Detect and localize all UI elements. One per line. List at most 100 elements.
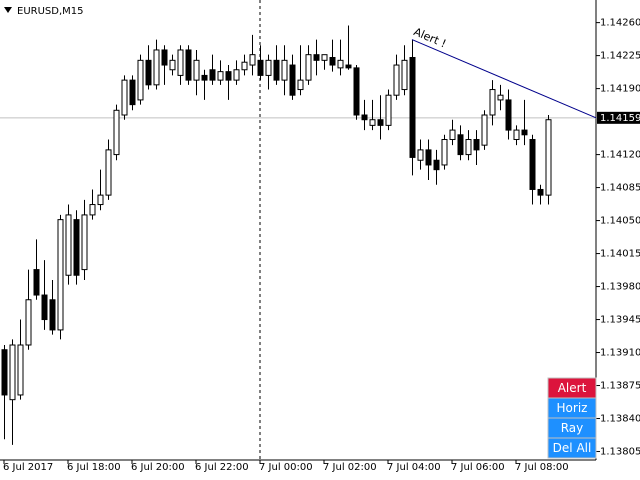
candle-body [209, 69, 216, 81]
candle-body [65, 214, 72, 276]
candle-body [97, 194, 104, 206]
candle-body [81, 214, 88, 271]
candle-body [425, 149, 432, 166]
x-tick-label: 6 Jul 2017 [3, 462, 53, 473]
button[interactable] [547, 437, 597, 459]
candle-body [241, 61, 248, 71]
candle-body [33, 269, 40, 296]
candle-body [513, 129, 520, 141]
candle-body [153, 49, 160, 86]
y-tick-label: 1.14015 [600, 249, 640, 260]
candle-body [25, 299, 32, 346]
candle-body [121, 79, 128, 116]
trendline [411, 39, 597, 119]
candle-body [201, 74, 208, 81]
candle-body [89, 204, 96, 216]
candle-body [281, 59, 288, 81]
x-tick-label: 7 Jul 02:00 [323, 462, 377, 473]
candle-body [497, 94, 504, 101]
x-tick-label: 6 Jul 18:00 [67, 462, 121, 473]
candle-body [377, 119, 384, 126]
x-tick-label: 7 Jul 00:00 [259, 462, 313, 473]
candle-body [145, 59, 152, 86]
candle-body [529, 139, 536, 190]
candle-body [353, 67, 360, 116]
button-label[interactable]: Alert [558, 381, 587, 395]
candle-body [521, 129, 528, 136]
candle-body [337, 59, 344, 69]
candle-body [185, 49, 192, 81]
candle-body [361, 114, 368, 121]
candle-body [417, 149, 424, 161]
candle-body [545, 119, 552, 196]
y-tick-label: 1.13910 [600, 348, 640, 359]
y-tick-label: 1.14050 [600, 216, 640, 227]
candle-body [265, 59, 272, 76]
candle-body [17, 344, 24, 396]
candle-body [369, 119, 376, 126]
button-label[interactable]: Horiz [557, 401, 588, 415]
candle-body [249, 54, 256, 66]
candle-body [233, 69, 240, 81]
candle-body [169, 59, 176, 71]
candle-body [273, 59, 280, 81]
candle-body [537, 188, 544, 196]
candle-body [1, 349, 8, 396]
y-tick-label: 1.14260 [600, 18, 640, 29]
candle-body [217, 71, 224, 81]
candle-body [505, 99, 512, 131]
candle-body [321, 54, 328, 61]
candle-body [401, 59, 408, 91]
y-tick-label: 1.13980 [600, 282, 640, 293]
candle-body [297, 79, 304, 91]
y-tick-label: 1.14225 [600, 51, 640, 62]
y-tick-label: 1.13875 [600, 381, 640, 392]
candle-body [49, 299, 56, 331]
x-tick-label: 7 Jul 06:00 [451, 462, 505, 473]
y-tick-label: 1.14190 [600, 84, 640, 95]
chart-title: EURUSD,M15 [17, 6, 83, 17]
y-tick-label: 1.14085 [600, 183, 640, 194]
y-tick-label: 1.14120 [600, 150, 640, 161]
candle-body [225, 71, 232, 81]
candle-body [289, 64, 296, 96]
candle-body [329, 57, 336, 66]
candle-body [481, 114, 488, 146]
candle-body [465, 139, 472, 156]
candle-body [73, 219, 80, 276]
candle-body [161, 49, 168, 66]
candle-body [9, 344, 16, 401]
button-label[interactable]: Ray [561, 421, 584, 435]
candle-body [393, 64, 400, 96]
candle-body [385, 94, 392, 126]
candle-body [57, 219, 64, 331]
y-tick-label: 1.13840 [600, 414, 640, 425]
button-label[interactable]: Del All [553, 441, 592, 455]
candle-body [345, 64, 352, 69]
candle-body [313, 54, 320, 61]
candle-body [457, 134, 464, 156]
candle-body [489, 89, 496, 116]
candle-body [113, 109, 120, 156]
candle-body [137, 59, 144, 101]
candle-body [441, 139, 448, 166]
price-label: 1.14159 [600, 113, 640, 124]
y-tick-label: 1.13805 [600, 447, 640, 458]
candle-body [257, 59, 264, 76]
y-tick-label: 1.13945 [600, 315, 640, 326]
candle-body [129, 79, 136, 106]
x-tick-label: 7 Jul 08:00 [515, 462, 569, 473]
candle-body [433, 159, 440, 171]
x-tick-label: 7 Jul 04:00 [387, 462, 441, 473]
candle-body [193, 59, 200, 81]
candle-body [409, 57, 416, 158]
menu-arrow[interactable] [4, 7, 12, 13]
price-label-box [597, 111, 640, 124]
candle-body [41, 294, 48, 321]
candle-body [305, 54, 312, 81]
candle-body [177, 49, 184, 76]
candle-body [105, 149, 112, 196]
candle-body [449, 129, 456, 141]
